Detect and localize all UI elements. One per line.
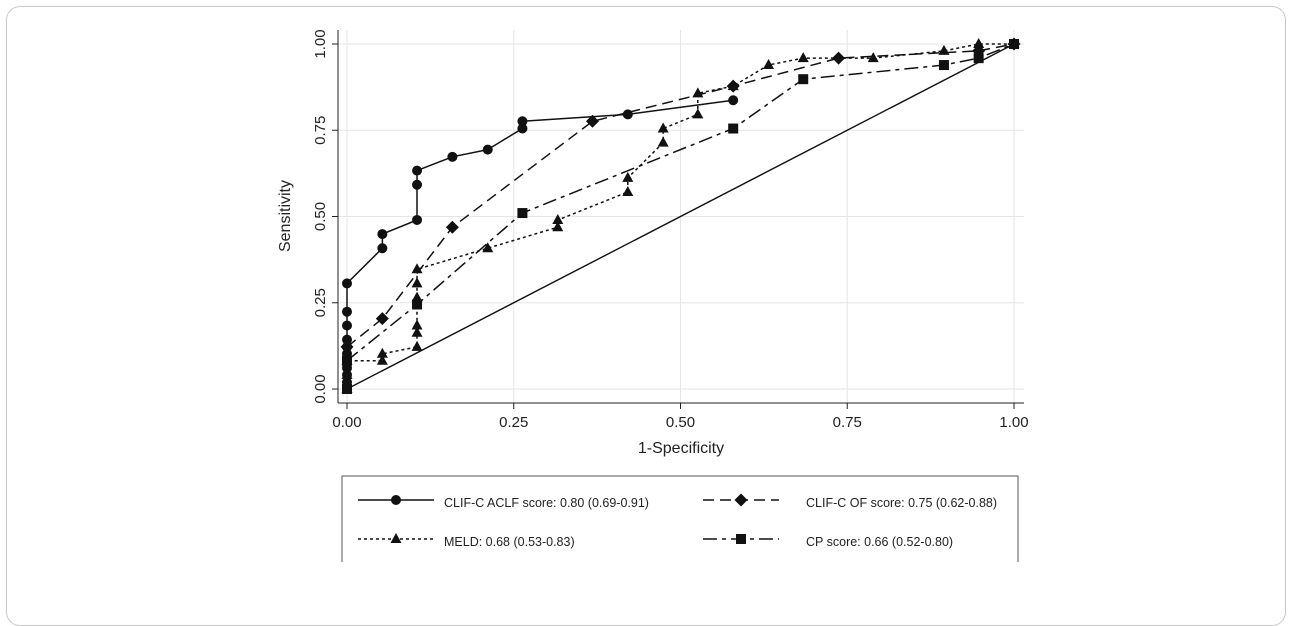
data-point-triangle-10: [411, 263, 423, 274]
data-point-square-8: [1009, 39, 1019, 49]
data-point-square-5: [798, 74, 809, 85]
data-point-triangle-7: [411, 319, 423, 330]
marker-group: [340, 37, 1021, 394]
data-point-triangle-23: [867, 52, 879, 63]
data-point-triangle-24: [938, 44, 950, 55]
data-point-triangle-8: [411, 291, 423, 302]
data-point-circle-12: [377, 229, 388, 240]
data-point-circle-19: [517, 116, 528, 127]
data-point-circle-20: [622, 109, 633, 120]
data-point-triangle-20: [727, 80, 739, 91]
data-point-triangle-4: [376, 347, 388, 358]
data-point-diamond-1: [375, 312, 389, 326]
legend-key-marker-square: [736, 534, 746, 544]
legend-box: [341, 475, 1019, 562]
y-axis-title: Sensitivity: [277, 180, 294, 252]
roc-chart: 0.000.00 0.25 0.25 0.50 0.50 0.75 0.75 1.00 1.00…: [277, 29, 1029, 562]
data-point-square-1: [342, 355, 352, 366]
data-point-circle-13: [412, 214, 423, 225]
data-point-triangle-1: [341, 368, 353, 379]
data-point-triangle-9: [411, 277, 423, 288]
data-point-square-0: [342, 384, 352, 394]
x-tick-label-1: 0.25: [499, 414, 528, 431]
y-tick-label-2: 0.50: [312, 202, 329, 231]
legend-label-meld: MELD: 0.68 (0.53-0.83): [444, 535, 575, 549]
data-point-circle-14: [412, 179, 423, 190]
legend-label-clif-c-of: CLIF-C OF score: 0.75 (0.62-0.88): [806, 496, 997, 510]
data-point-square-3: [517, 208, 528, 219]
y-tick-label-0: 0.00: [312, 374, 329, 403]
data-point-circle-9: [342, 306, 352, 317]
data-point-diamond-0: [340, 340, 354, 354]
x-tick-label-4: 1.00: [999, 414, 1028, 431]
legend-label-cp: CP score: 0.66 (0.52-0.80): [806, 535, 953, 549]
data-point-circle-8: [342, 320, 352, 331]
data-point-triangle-6: [411, 326, 423, 337]
data-point-circle-7: [342, 334, 352, 345]
data-point-square-7: [973, 53, 984, 64]
y-tick-label-3: 0.75: [312, 116, 329, 145]
data-point-triangle-14: [622, 186, 634, 197]
data-point-circle-10: [342, 278, 352, 289]
data-point-triangle-3: [376, 354, 388, 365]
data-point-triangle-13: [552, 213, 564, 224]
data-point-circle-15: [412, 165, 423, 176]
data-point-triangle-21: [763, 59, 775, 70]
x-tick-label-3: 0.75: [833, 414, 862, 431]
data-point-triangle-18: [692, 108, 704, 119]
legend-key-marker-circle: [391, 495, 401, 505]
data-point-diamond-3: [585, 114, 599, 128]
data-point-circle-11: [377, 243, 388, 254]
y-tick-label-4: 1.00: [312, 29, 329, 58]
data-point-circle-21: [728, 95, 739, 106]
data-point-circle-17: [482, 144, 493, 155]
data-point-circle-16: [447, 151, 458, 162]
axes: 0.000.00 0.25 0.25 0.50 0.50 0.75 0.75 1.00 1.00: [312, 29, 1029, 431]
data-point-triangle-11: [482, 242, 494, 253]
data-point-triangle-12: [552, 221, 564, 232]
data-point-square-4: [728, 123, 739, 134]
data-point-triangle-25: [973, 38, 985, 48]
data-point-triangle-15: [622, 171, 634, 182]
data-point-circle-18: [517, 123, 528, 134]
x-tick-label-0: 0.00: [332, 414, 361, 431]
data-point-diamond-5: [832, 51, 846, 65]
data-point-diamond-2: [445, 220, 459, 234]
legend-label-clif-c-aclf: CLIF-C ACLF score: 0.80 (0.69-0.91): [444, 496, 649, 510]
series-line-diamond: [346, 43, 1015, 348]
data-point-triangle-5: [411, 340, 423, 351]
y-tick-label-1: 0.25: [312, 288, 329, 317]
data-point-triangle-22: [797, 52, 809, 63]
reference-line: [346, 43, 1015, 390]
legend-key-marker-diamond: [734, 493, 748, 507]
data-point-square-2: [412, 299, 423, 310]
x-axis-title: 1-Specificity: [638, 440, 724, 457]
legend-key-marker-triangle: [390, 533, 402, 543]
data-point-square-6: [938, 60, 949, 71]
x-tick-label-2: 0.50: [666, 414, 695, 431]
data-point-triangle-16: [657, 136, 669, 147]
data-point-triangle-17: [657, 122, 669, 133]
data-point-triangle-19: [692, 87, 704, 98]
legend: CLIF-C ACLF score: 0.80 (0.69-0.91) CLIF…: [341, 475, 1019, 562]
